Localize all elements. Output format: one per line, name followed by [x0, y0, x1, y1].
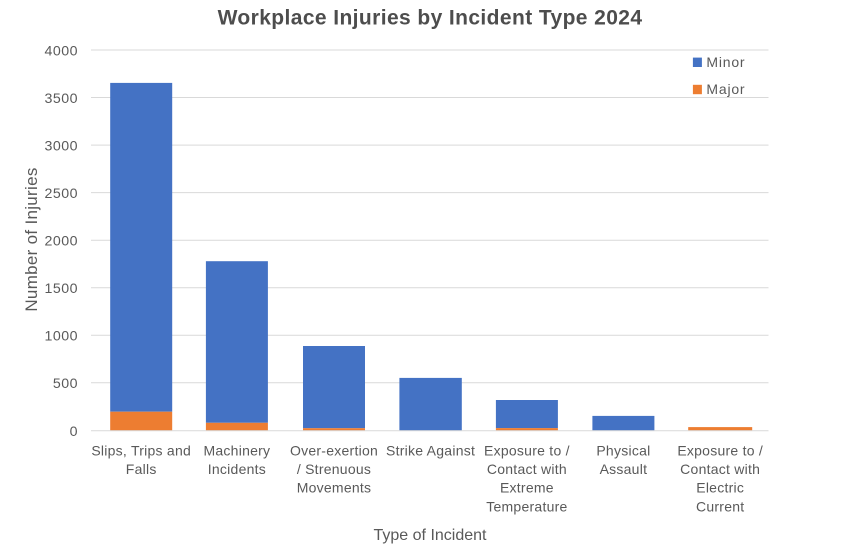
svg-text:Minor: Minor [706, 54, 745, 70]
svg-text:3000: 3000 [44, 138, 78, 154]
svg-text:4000: 4000 [44, 43, 78, 59]
svg-text:Extreme: Extreme [500, 480, 554, 496]
svg-text:Contact with: Contact with [680, 461, 760, 477]
svg-text:1000: 1000 [44, 329, 78, 345]
svg-text:Incidents: Incidents [208, 461, 266, 477]
svg-text:Assault: Assault [600, 461, 648, 477]
svg-text:Major: Major [706, 81, 745, 97]
svg-text:Exposure to /: Exposure to / [484, 443, 570, 459]
svg-text:Strike Against: Strike Against [386, 443, 475, 459]
svg-text:Contact with: Contact with [487, 461, 567, 477]
svg-text:Physical: Physical [596, 443, 650, 459]
svg-text:Current: Current [696, 498, 744, 514]
svg-text:Falls: Falls [126, 461, 157, 477]
svg-text:/ Strenuous: / Strenuous [297, 461, 371, 477]
svg-text:Movements: Movements [297, 480, 372, 496]
svg-text:0: 0 [70, 424, 78, 440]
svg-text:Electric: Electric [696, 480, 744, 496]
svg-text:1500: 1500 [44, 281, 78, 297]
svg-text:2500: 2500 [44, 186, 78, 202]
svg-text:Temperature: Temperature [486, 498, 567, 514]
svg-text:Number of Injuries: Number of Injuries [22, 167, 41, 311]
svg-text:500: 500 [53, 376, 78, 392]
svg-text:Workplace Injuries by Incident: Workplace Injuries by Incident Type 2024 [218, 7, 643, 30]
svg-text:Machinery: Machinery [203, 443, 270, 459]
svg-text:Slips, Trips and: Slips, Trips and [91, 443, 191, 459]
svg-text:Type of Incident: Type of Incident [374, 527, 488, 544]
svg-text:Exposure to /: Exposure to / [677, 443, 763, 459]
svg-text:3500: 3500 [44, 91, 78, 107]
svg-text:2000: 2000 [44, 234, 78, 250]
svg-text:Over-exertion: Over-exertion [290, 443, 378, 459]
